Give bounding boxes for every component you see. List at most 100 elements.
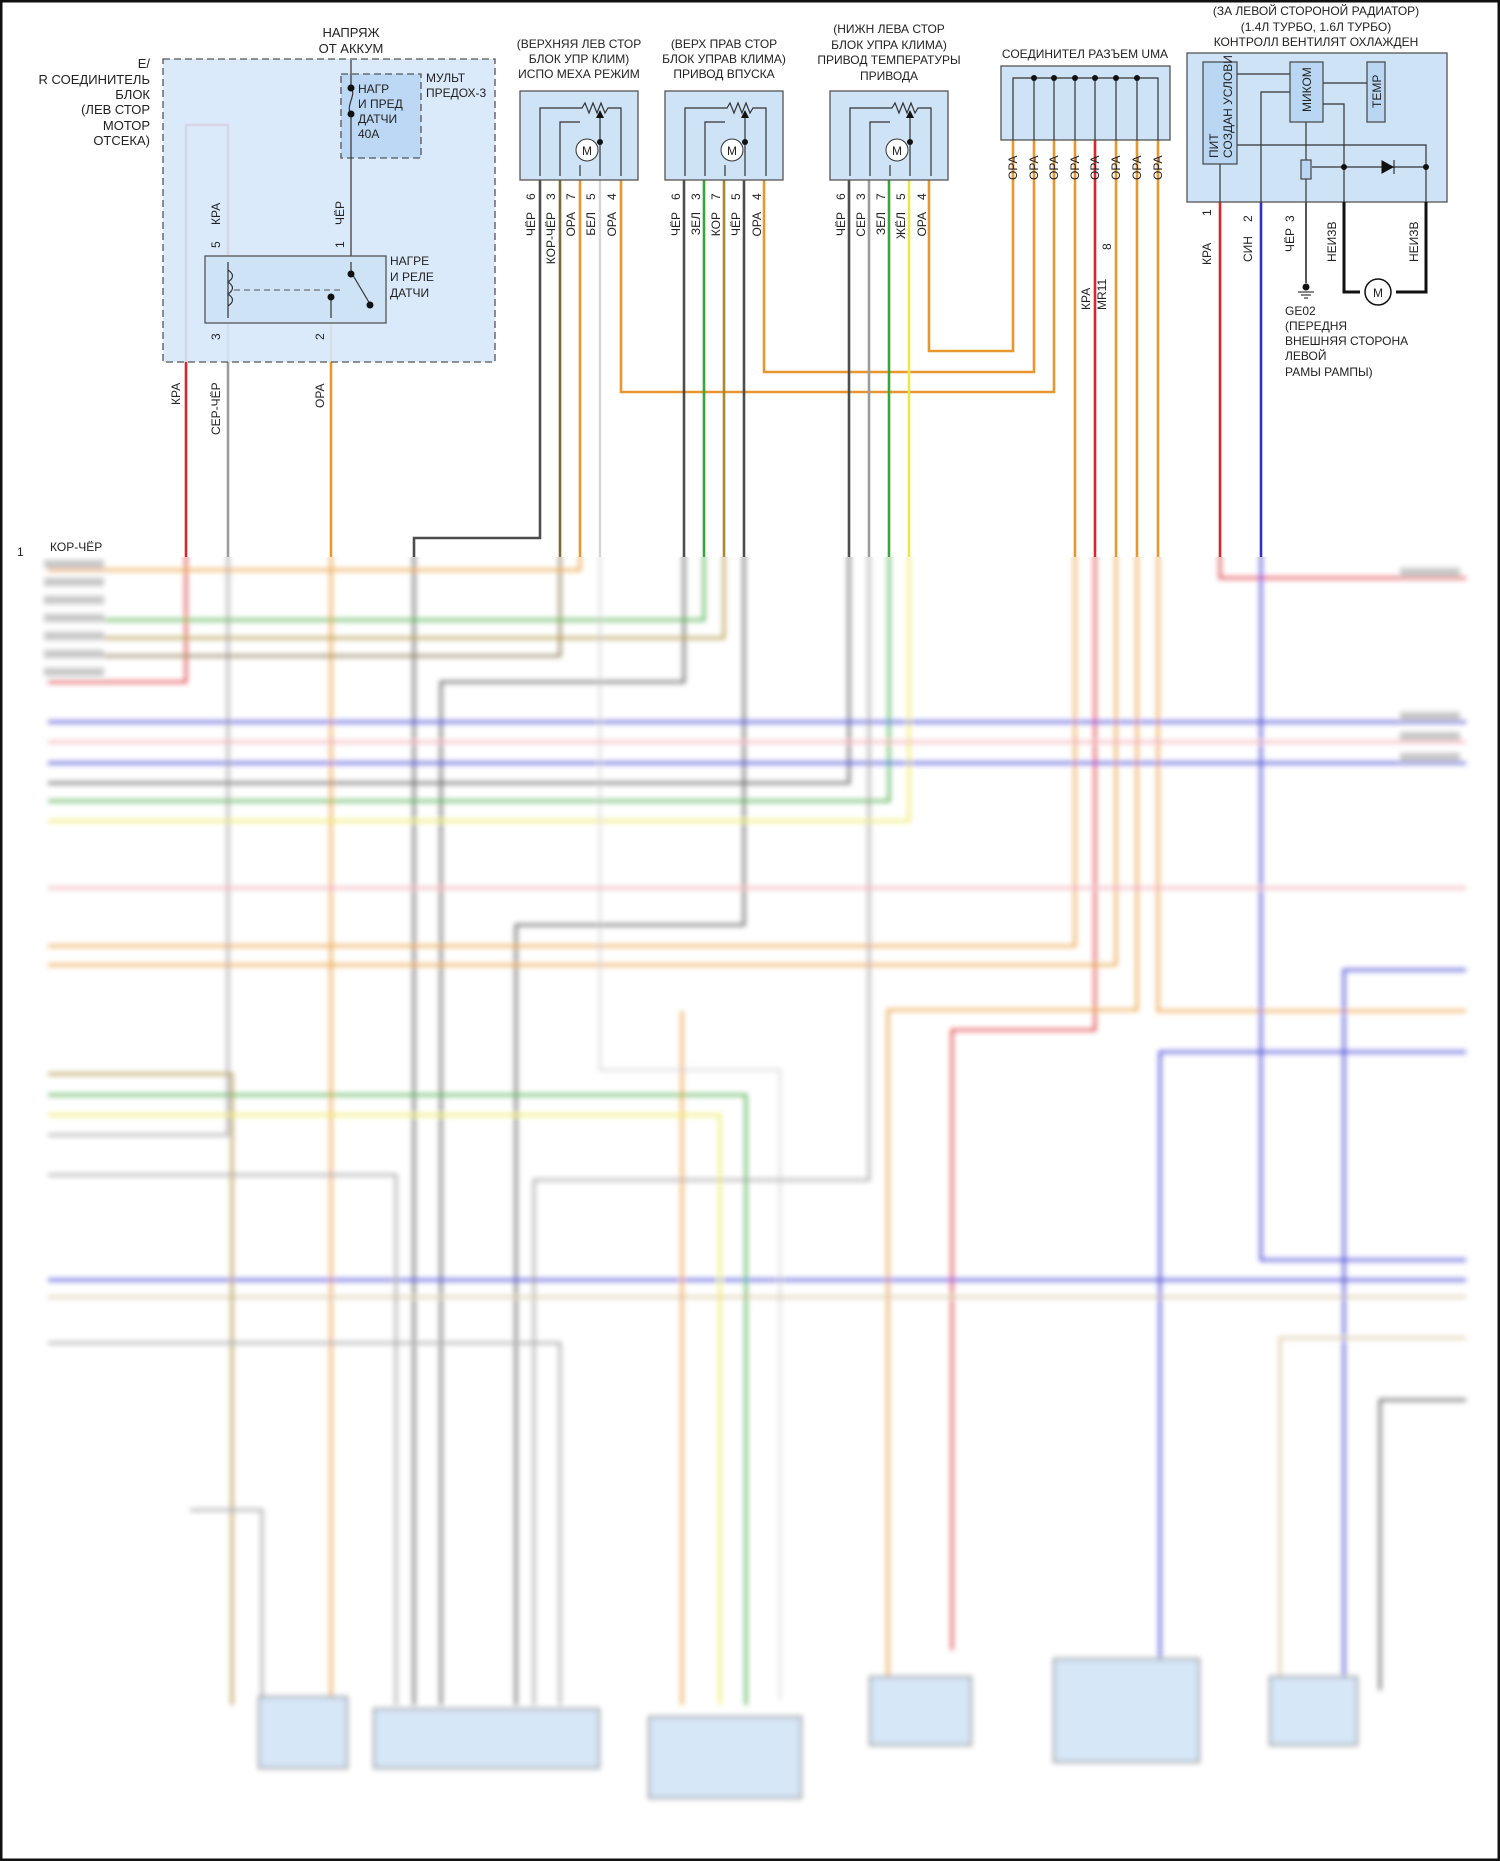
junction-dot bbox=[1051, 75, 1057, 81]
actuator-title: (ВЕРХ ПРАВ СТОР bbox=[671, 37, 777, 51]
fan-motor-icon bbox=[1364, 278, 1392, 306]
actuator-title: ПРИВОДА bbox=[860, 69, 918, 83]
blurred-label bbox=[1400, 732, 1460, 740]
wire-gray bbox=[48, 1343, 560, 1705]
wire-label: ЧЁР bbox=[1283, 228, 1297, 252]
fuse-terminal bbox=[347, 84, 355, 92]
wire-kor_cher bbox=[558, 180, 562, 557]
wire-label: ЗЕЛ bbox=[689, 212, 703, 235]
junction-dot bbox=[1031, 75, 1037, 81]
cooling-fan-controller: (ЗА ЛЕВОЙ СТОРОНОЙ РАДИАТОР) (1.4Л ТУРБО… bbox=[1186, 3, 1448, 379]
wire-gray bbox=[867, 180, 871, 557]
wire-gray bbox=[48, 1341, 562, 1705]
wire-black bbox=[514, 557, 746, 1705]
component-box bbox=[1053, 1658, 1200, 1763]
uma-connector: СОЕДИНИТЕЛ РАЗЪЕМ UMA ОРА ОРА ОРА ОРА ОРА ОРА… bbox=[1000, 47, 1171, 310]
wire-black bbox=[439, 557, 686, 1705]
resistor-icon bbox=[1300, 159, 1312, 180]
wire-black bbox=[412, 557, 416, 1705]
pin-number: 6 bbox=[669, 193, 683, 200]
er-label-line: E/ bbox=[138, 56, 151, 71]
component-box bbox=[1269, 1676, 1358, 1746]
wire-blue bbox=[1160, 1052, 1466, 1700]
fuse-box-label: ПРЕДОХ-3 bbox=[426, 86, 487, 100]
wire-red bbox=[48, 557, 188, 684]
component-box bbox=[869, 1676, 972, 1746]
relay-contact bbox=[347, 270, 355, 278]
pin-number: 6 bbox=[834, 193, 848, 200]
wire-brown bbox=[48, 557, 726, 640]
fuse-label: ДАТЧИ bbox=[358, 112, 397, 126]
potentiometer-wiper-icon bbox=[906, 110, 914, 118]
wire-orange bbox=[1073, 140, 1077, 557]
actuator-title: (НИЖН ЛЕВА СТОР bbox=[833, 22, 945, 36]
ground-icon bbox=[1298, 283, 1314, 299]
blurred-label bbox=[1400, 753, 1460, 761]
wire-label: ЧЁР bbox=[669, 212, 683, 236]
ground-label: ЛЕВОЙ bbox=[1285, 348, 1326, 363]
wire-orange bbox=[1156, 557, 1466, 1013]
pin-number: 2 bbox=[313, 333, 327, 340]
fuse-label: НАГР bbox=[358, 82, 389, 96]
actuator-box bbox=[664, 90, 784, 181]
pin-number: 8 bbox=[1100, 243, 1114, 250]
wire-red bbox=[1093, 140, 1097, 557]
blurred-label bbox=[44, 650, 104, 658]
wire-orange bbox=[619, 140, 1056, 394]
pin-number: 7 bbox=[874, 193, 888, 200]
pin-number: 4 bbox=[915, 193, 929, 200]
micom-label: МИКОМ bbox=[1300, 67, 1314, 112]
wire-label: СЕР-ЧЁР bbox=[209, 382, 223, 435]
wire-black bbox=[1378, 1398, 1466, 1690]
junction-dot bbox=[1072, 75, 1078, 81]
wire-tan bbox=[1278, 1336, 1466, 1690]
uma-title: СОЕДИНИТЕЛ РАЗЪЕМ UMA bbox=[1002, 47, 1168, 61]
wire-label: НЕИЗВ bbox=[1325, 221, 1339, 262]
ground-label: РАМЫ РАМПЫ) bbox=[1285, 365, 1373, 379]
ground-label: (ПЕРЕДНЯ bbox=[1285, 319, 1347, 333]
fan-title: КОНТРОЛЛ ВЕНТИЛЯТ ОХЛАЖДЕН bbox=[1214, 35, 1419, 49]
fan-motor-wires bbox=[1342, 202, 1428, 294]
wire-label: ОРА bbox=[1006, 155, 1020, 180]
wire-label: СИН bbox=[1241, 236, 1255, 262]
wire-label: ОРА bbox=[1151, 155, 1165, 180]
wire-orange bbox=[1114, 140, 1118, 557]
wire-gray bbox=[532, 557, 871, 1705]
pin-number: 1 bbox=[333, 241, 347, 248]
pin-number: 5 bbox=[894, 193, 908, 200]
wire-gray bbox=[48, 557, 230, 1137]
wire-label: ОРА bbox=[750, 212, 764, 237]
fan-title: (ЗА ЛЕВОЙ СТОРОНОЙ РАДИАТОР) bbox=[1213, 3, 1419, 18]
fuse-box-label: МУЛЬТ bbox=[426, 71, 466, 85]
er-label-line: R СОЕДИНИТЕЛЬ bbox=[39, 72, 150, 87]
wire-label: ОРА bbox=[1088, 155, 1102, 180]
battery-label: НАПРЯЖ bbox=[322, 25, 379, 40]
motor-label: M bbox=[582, 144, 592, 158]
pin-number: 3 bbox=[689, 193, 703, 200]
fan-internal-wiring bbox=[1219, 73, 1427, 202]
wire-black bbox=[412, 180, 542, 557]
wire-yellow bbox=[48, 1115, 720, 1705]
power-block-label: ПИТ bbox=[1207, 133, 1221, 158]
temp-label: ТЕМР bbox=[1370, 75, 1384, 108]
pin-number: 7 bbox=[564, 193, 578, 200]
wire-orange bbox=[886, 557, 1139, 1700]
actuator-title: ИСПО МЕХА РЕЖИМ bbox=[518, 67, 640, 81]
wire-label: КРА bbox=[169, 383, 183, 405]
wire-label: ЧЁР bbox=[333, 201, 347, 225]
component-box bbox=[258, 1696, 348, 1769]
pin-number: 6 bbox=[524, 193, 538, 200]
wire-label: ОРА bbox=[1047, 155, 1061, 180]
wire-green bbox=[48, 1093, 748, 1705]
wire-brown bbox=[722, 180, 726, 557]
wire-label: ОРА bbox=[605, 212, 619, 237]
wire-gray bbox=[226, 323, 230, 557]
wire-label: НЕИЗВ bbox=[1407, 221, 1421, 262]
motor-label: M bbox=[892, 144, 902, 158]
wire-label: КРА bbox=[1200, 243, 1214, 265]
power-block-label: СОЗДАН УСЛОВИ bbox=[1221, 55, 1235, 158]
wire-orange bbox=[48, 557, 582, 572]
wire-gray bbox=[190, 1510, 262, 1700]
wire-orange bbox=[48, 557, 1118, 967]
